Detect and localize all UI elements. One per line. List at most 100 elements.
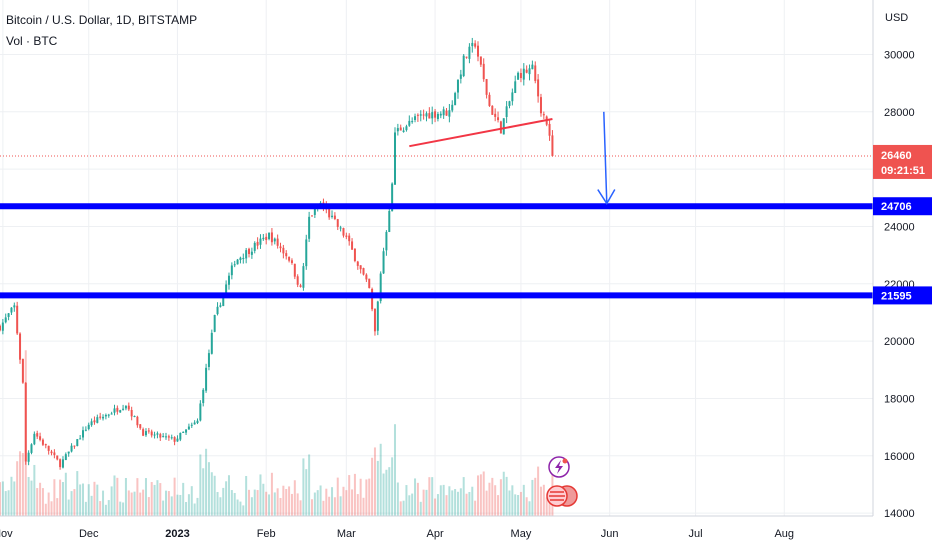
volume-bar [150, 482, 153, 516]
candle [102, 414, 105, 421]
candle [471, 37, 474, 53]
volume-bar [539, 486, 542, 516]
volume-bar [517, 494, 520, 516]
candle [0, 324, 2, 332]
volume-bar [288, 486, 291, 516]
candle [362, 267, 365, 276]
volume-bar [376, 460, 379, 516]
candle [465, 56, 468, 59]
volume-bar [262, 483, 265, 516]
candle [371, 287, 374, 312]
candle [542, 111, 545, 120]
volume-bar [268, 494, 271, 516]
volume-bar [339, 496, 342, 516]
volume-bar [445, 495, 448, 516]
volume-bar [167, 491, 170, 516]
volume-bar [342, 486, 345, 516]
volume-bar [333, 497, 336, 516]
candle [268, 232, 271, 241]
candle [393, 127, 396, 185]
candle [227, 272, 230, 290]
candle [219, 302, 222, 308]
time-tick-label: Feb [257, 528, 276, 540]
price-tick-label: 28000 [884, 107, 915, 119]
neckline-trendline[interactable] [409, 117, 553, 148]
volume-bar [1, 481, 4, 516]
notification-dot [562, 458, 568, 464]
candle [388, 208, 391, 233]
volume-bar [136, 478, 139, 516]
candle [13, 302, 16, 312]
price-tick-label: 14000 [884, 508, 915, 520]
volume-bar [144, 478, 147, 516]
candle [522, 63, 525, 86]
candle [248, 247, 251, 258]
candle [425, 111, 428, 122]
currency-label: USD [885, 12, 908, 24]
candle [396, 123, 399, 136]
candle [342, 227, 345, 238]
candle [153, 431, 156, 439]
volume-bar [511, 485, 514, 516]
volume-bar [368, 478, 371, 516]
candle [517, 71, 520, 80]
volume-bar [21, 453, 24, 516]
time-axis[interactable]: Nov Dec 2023 Feb Mar Apr May Jun Jul Aug [0, 528, 794, 540]
candle [87, 422, 90, 431]
volume-bar [193, 503, 196, 516]
candle [205, 363, 208, 393]
candle [167, 434, 170, 441]
candle [442, 106, 445, 119]
candle [333, 212, 336, 221]
candle [39, 432, 42, 442]
volume-bar [216, 492, 219, 516]
candle [270, 228, 273, 246]
time-tick-label: Nov [0, 528, 13, 540]
volume-bar [310, 499, 313, 516]
volume-bar [165, 490, 168, 516]
volume-bar [64, 472, 67, 516]
volume-bar [373, 447, 376, 516]
volume-bar [276, 488, 279, 516]
candle [33, 431, 36, 446]
volume-bar [316, 490, 319, 516]
volume-bar [245, 475, 248, 516]
candle [468, 43, 471, 64]
volume-bar [259, 474, 262, 516]
candle [7, 313, 10, 321]
volume-bar [353, 473, 356, 516]
candle [207, 349, 210, 371]
candle [150, 429, 153, 438]
candle [531, 60, 534, 70]
projection-arrow[interactable] [603, 111, 608, 204]
candle [187, 423, 190, 430]
volume-bar [110, 486, 113, 516]
volume-bar [119, 501, 122, 516]
candle [402, 127, 405, 133]
volume-bar [336, 477, 339, 516]
volume-bar [207, 462, 210, 516]
volume-label[interactable]: Vol · BTC [6, 34, 58, 48]
candle [124, 405, 127, 411]
volume-bar [190, 486, 193, 516]
volume-bar [253, 489, 256, 516]
candle [405, 124, 408, 132]
level-price-label: 21595 [881, 290, 912, 302]
volume-bar [13, 481, 16, 516]
current-price-label: 26460 [881, 150, 912, 162]
volume-bar [273, 492, 276, 516]
time-tick-label: May [511, 528, 532, 540]
volume-bar [514, 494, 517, 516]
candle [462, 54, 465, 78]
candle [368, 278, 371, 289]
volume-bar [56, 498, 59, 516]
candle [259, 234, 262, 249]
volume-bar [187, 494, 190, 516]
volume-bar [494, 485, 497, 516]
time-tick-label: Jun [601, 528, 619, 540]
symbol-title[interactable]: Bitcoin / U.S. Dollar, 1D, BITSTAMP [6, 13, 198, 27]
volume-bar [19, 451, 22, 516]
volume-bar [290, 493, 293, 516]
volume-bar [230, 490, 233, 516]
